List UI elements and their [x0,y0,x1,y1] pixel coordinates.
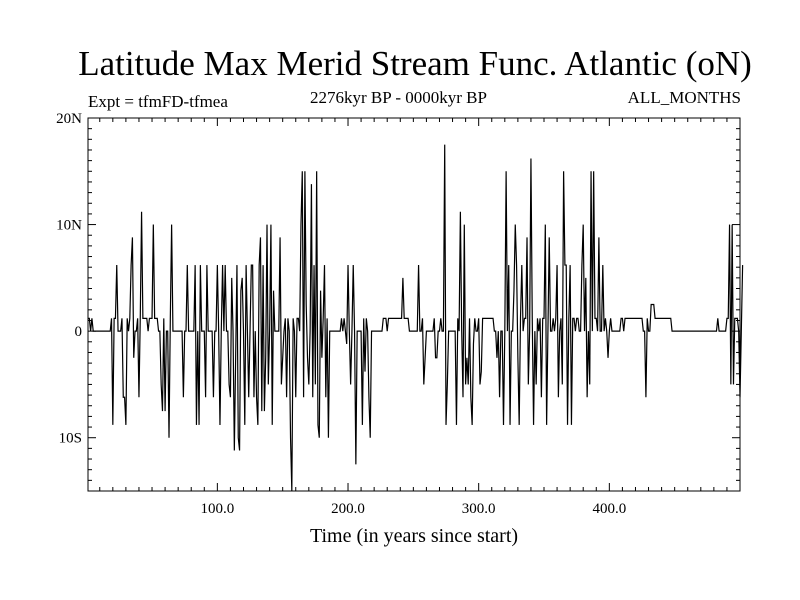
experiment-label: Expt = tfmFD-tfmea [88,92,228,111]
x-tick-label: 200.0 [331,501,365,517]
y-tick-label: 20N [56,111,82,127]
x-tick-label: 100.0 [200,501,234,517]
y-tick-label: 0 [75,324,83,340]
plot-frame [87,117,741,492]
x-tick-label: 400.0 [592,501,626,517]
y-tick-label: 10S [59,431,82,447]
months-label: ALL_MONTHS [627,88,741,107]
period-label: 2276kyr BP - 0000kyr BP [310,88,487,107]
x-axis-title: Time (in years since start) [309,525,519,547]
axis-ticks: 10S 0 10N 20N 100.0 200.0 300.0 400.0 [56,111,740,517]
series-line [88,144,744,492]
x-tick-label: 300.0 [462,501,496,517]
chart-title: Latitude Max Merid Stream Func. Atlantic… [78,44,752,83]
y-tick-label: 10N [56,218,82,234]
